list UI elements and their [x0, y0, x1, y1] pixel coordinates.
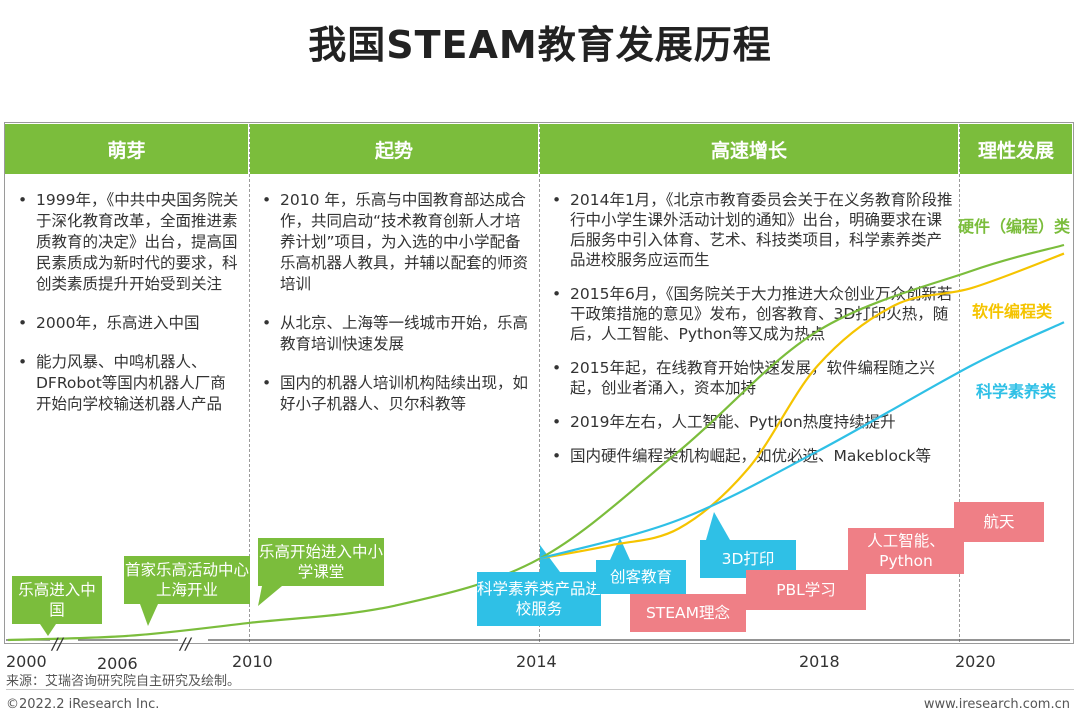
milestone-pbl-learning: PBL学习	[746, 570, 866, 610]
phase-header-rise: 起势	[250, 124, 538, 174]
phase-events-rapid-growth: • 2014年1月，《北京市教育委员会关于在义务教育阶段推行中小学生课外活动计划的…	[548, 190, 953, 480]
event-item: • 2015年起，在线教育开始快速发展，软件编程随之兴起，创业者涌入，资本加持	[552, 359, 935, 397]
x-tick-label: 2018	[799, 652, 840, 671]
milestone-steam-concept: STEAM理念	[630, 594, 746, 632]
series-label-science: 科学素养类	[976, 382, 1057, 401]
axis-break-mark: //	[180, 634, 191, 653]
phase-divider	[959, 124, 960, 642]
event-text: 2015年起，在线教育开始快速发展，软件编程随之兴起，创业者涌入，资本加持	[570, 359, 935, 397]
phase-header-rational: 理性发展	[960, 124, 1072, 174]
event-item: • 2010 年，乐高与中国教育部达成合作，共同启动“技术教育创新人才培养计划”项…	[262, 191, 529, 293]
event-item: • 国内的机器人培训机构陆续出现，如好小子机器人、贝尔科教等	[262, 374, 529, 413]
x-tick-label: 2020	[955, 652, 996, 671]
phase-events-sprout: • 1999年，《中共中央国务院关于深化教育改革，全面推进素质教育的决定》出台，提…	[14, 190, 240, 433]
milestone-pointer	[610, 538, 630, 560]
milestone-lego-enters-schools: 乐高开始进入中小学课堂	[258, 538, 384, 586]
milestone-maker-education: 创客教育	[596, 560, 686, 594]
phase-header-rapid-growth: 高速增长	[540, 124, 958, 174]
milestone-pointer	[140, 604, 158, 626]
event-item: • 从北京、上海等一线城市开始，乐高教育培训快速发展	[262, 314, 529, 353]
event-item: • 2000年，乐高进入中国	[18, 314, 200, 332]
event-item: • 国内硬件编程类机构崛起，如优必选、Makeblock等	[552, 447, 931, 465]
phase-events-rise: • 2010 年，乐高与中国教育部达成合作，共同启动“技术教育创新人才培养计划”项…	[258, 190, 532, 433]
milestone-pointer	[706, 512, 730, 540]
phase-divider	[539, 124, 540, 642]
milestone-pointer	[540, 545, 560, 572]
event-text: 从北京、上海等一线城市开始，乐高教育培训快速发展	[280, 314, 529, 353]
milestone-aerospace: 航天	[954, 502, 1044, 542]
event-text: 能力风暴、中鸣机器人、DFRobot等国内机器人厂商开始向学校输送机器人产品	[36, 353, 226, 413]
x-tick-label: 2000	[6, 652, 47, 671]
event-text: 国内的机器人培训机构陆续出现，如好小子机器人、贝尔科教等	[280, 374, 529, 413]
phase-header-sprout: 萌芽	[5, 124, 248, 174]
milestone-first-lego-center: 首家乐高活动中心上海开业	[124, 556, 250, 604]
milestone-pointer	[258, 586, 282, 606]
milestone-ai-python: 人工智能、Python	[848, 528, 964, 574]
event-text: 2010 年，乐高与中国教育部达成合作，共同启动“技术教育创新人才培养计划”项目…	[280, 191, 529, 293]
event-text: 2000年，乐高进入中国	[36, 314, 200, 332]
event-item: • 2015年6月，《国务院关于大力推进大众创业万众创新若干政策措施的意见》发布，…	[552, 285, 953, 343]
axis-break-mark: //	[52, 634, 63, 653]
chart-frame	[4, 122, 1074, 644]
phase-divider	[249, 124, 250, 642]
x-tick-label: 2014	[516, 652, 557, 671]
milestone-science-literacy-services: 科学素养类产品进校服务	[477, 572, 601, 626]
series-label-software: 软件编程类	[972, 302, 1053, 321]
series-line-software	[539, 252, 1065, 560]
event-text: 国内硬件编程类机构崛起，如优必选、Makeblock等	[570, 447, 931, 465]
series-line-science	[539, 321, 1065, 560]
event-text: 2014年1月，《北京市教育委员会关于在义务教育阶段推行中小学生课外活动计划的通…	[570, 191, 953, 269]
event-text: 2015年6月，《国务院关于大力推进大众创业万众创新若干政策措施的意见》发布，创…	[570, 285, 953, 343]
milestone-pointer	[40, 624, 56, 636]
event-item: • 2019年左右，人工智能、Python热度持续提升	[552, 413, 896, 431]
event-text: 1999年，《中共中央国务院关于深化教育改革，全面推进素质教育的决定》出台，提高…	[36, 191, 239, 293]
x-tick-label: 2006	[97, 654, 138, 673]
website: www.iresearch.com.cn	[923, 697, 1070, 712]
event-text: 2019年左右，人工智能、Python热度持续提升	[570, 413, 896, 431]
footer-divider	[6, 689, 1074, 690]
milestone-lego-enters-china: 乐高进入中国	[12, 576, 102, 624]
chart-title: 我国STEAM教育发展历程	[308, 23, 772, 67]
event-item: • 2014年1月，《北京市教育委员会关于在义务教育阶段推行中小学生课外活动计划的…	[552, 191, 953, 269]
event-item: • 1999年，《中共中央国务院关于深化教育改革，全面推进素质教育的决定》出台，提…	[18, 191, 239, 293]
source-note: 来源：艾瑞咨询研究院自主研究及绘制。	[6, 674, 241, 689]
x-tick-label: 2010	[232, 652, 273, 671]
copyright: ©2022.2 iResearch Inc.	[6, 697, 160, 712]
series-label-hardware: 硬件（编程）类	[958, 217, 1071, 236]
event-item: • 能力风暴、中鸣机器人、DFRobot等国内机器人厂商开始向学校输送机器人产品	[18, 353, 226, 413]
